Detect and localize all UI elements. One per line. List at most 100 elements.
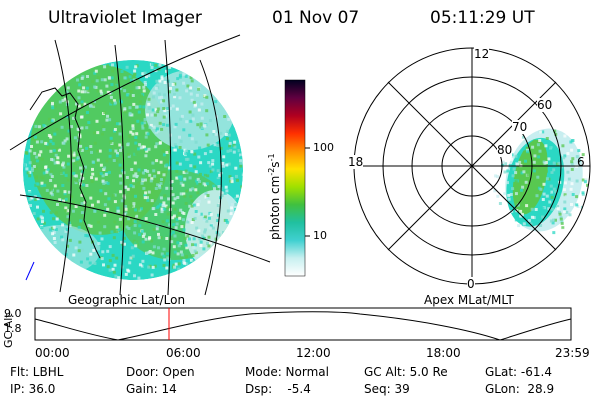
imager-pixel [150,66,154,69]
imager-pixel [96,200,100,204]
imager-pixel [67,190,71,194]
imager-pixel [156,224,160,228]
imager-pixel [190,98,194,102]
imager-pixel [79,260,83,264]
imager-pixel [584,178,588,182]
imager-pixel [213,156,217,160]
imager-pixel [171,83,175,86]
imager-pixel [179,261,183,265]
imager-pixel [101,132,104,136]
imager-pixel [131,191,135,195]
imager-pixel [231,135,235,139]
imager-pixel [204,171,208,175]
imager-pixel [68,238,72,242]
imager-pixel [581,192,585,196]
status-filter: Flt: LBHL [10,365,64,379]
imager-pixel [118,174,122,178]
imager-pixel [40,226,44,229]
imager-pixel [209,212,213,216]
imager-pixel [548,200,552,204]
colorbar-unit-label: photon cm-2s-1 [265,153,282,240]
imager-pixel [135,185,138,189]
imager-pixel [103,213,107,217]
imager-pixel [175,218,179,222]
imager-pixel [567,177,571,181]
imager-pixel [162,107,166,110]
imager-pixel [189,188,193,192]
imager-pixel [190,79,194,83]
imager-pixel [178,96,182,100]
imager-pixel [162,254,166,258]
imager-pixel [141,178,144,182]
colorbar-tick-100: 100 [313,141,334,154]
imager-pixel [115,154,119,158]
imager-pixel [227,162,231,166]
imager-pixel [225,219,228,222]
imager-pixel [212,184,216,188]
imager-pixel [157,171,161,175]
imager-pixel [514,172,518,176]
imager-pixel [580,144,584,148]
imager-pixel [186,84,190,88]
imager-pixel [105,118,109,122]
imager-pixel [182,72,186,76]
imager-pixel [521,135,525,139]
imager-pixel [97,245,101,249]
imager-pixel [150,80,154,84]
imager-pixel [240,155,243,159]
imager-pixel [165,252,169,256]
imager-pixel [565,210,569,214]
imager-pixel [197,199,201,203]
imager-pixel [525,214,529,218]
imager-pixel [34,124,38,128]
imager-pixel [41,176,45,180]
imager-pixel [209,150,213,154]
imager-pixel [552,218,556,222]
imager-pixel [105,159,109,163]
imager-pixel [208,241,212,245]
imager-pixel [165,69,168,73]
imager-pixel [135,86,139,90]
imager-pixel [549,184,553,188]
imager-pixel [36,205,39,209]
lat-label-60: 60 [537,98,553,112]
imager-pixel [206,196,210,200]
imager-pixel [160,100,163,104]
imager-pixel [61,161,65,165]
imager-pixel [120,199,124,203]
imager-pixel [53,241,57,244]
imager-pixel [56,156,60,160]
imager-pixel [162,173,166,177]
imager-pixel [90,176,94,180]
imager-pixel [208,226,212,230]
imager-pixel [234,166,238,170]
imager-pixel [180,225,184,229]
status-mode: Mode: Normal [245,365,329,379]
imager-pixel [560,165,564,169]
imager-pixel [211,162,215,166]
instrument-title: Ultraviolet Imager [48,8,202,28]
imager-pixel [154,187,158,190]
imager-pixel [156,107,160,111]
imager-pixel [158,96,162,100]
imager-pixel [89,104,93,108]
imager-pixel [230,180,234,184]
imager-pixel [143,124,147,128]
imager-pixel [533,154,537,158]
imager-pixel [190,221,194,224]
lat-label-80: 80 [497,143,513,157]
imager-pixel [72,159,76,163]
imager-pixel [48,228,52,232]
imager-pixel [78,83,82,87]
imager-pixel [150,177,154,181]
imager-pixel [147,250,151,254]
imager-pixel [127,227,131,230]
imager-pixel [124,205,128,208]
imager-pixel [112,159,116,162]
imager-pixel [137,86,141,90]
imager-pixel [153,264,157,268]
imager-pixel [197,155,201,159]
imager-pixel [157,236,161,240]
imager-pixel [148,236,152,240]
imager-pixel [179,117,183,121]
